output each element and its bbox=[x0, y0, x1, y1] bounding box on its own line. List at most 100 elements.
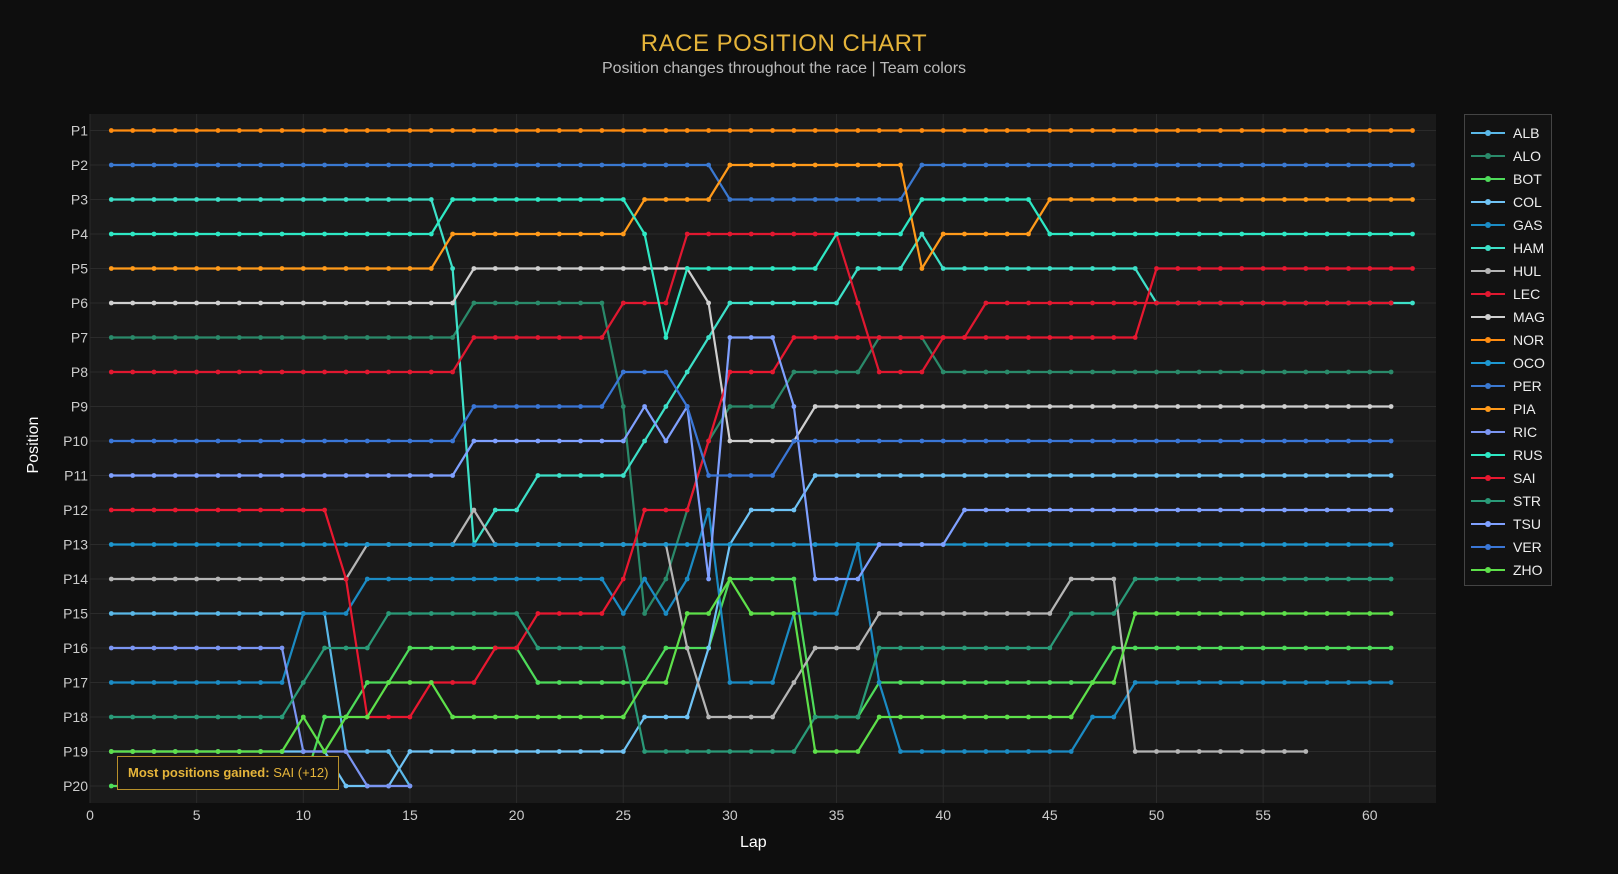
data-point bbox=[1303, 749, 1309, 754]
data-point bbox=[1303, 266, 1309, 271]
data-point bbox=[791, 542, 797, 547]
data-point bbox=[1175, 473, 1181, 478]
legend-item-mag[interactable]: MAG bbox=[1465, 305, 1551, 328]
data-point bbox=[578, 576, 583, 582]
data-point bbox=[471, 404, 477, 409]
data-point bbox=[236, 680, 242, 685]
data-point bbox=[1132, 404, 1138, 409]
data-point bbox=[514, 438, 519, 444]
series-per[interactable] bbox=[108, 162, 1415, 202]
legend-item-sai[interactable]: SAI bbox=[1465, 466, 1551, 489]
legend-item-ric[interactable]: RIC bbox=[1465, 420, 1551, 443]
data-point bbox=[556, 438, 562, 444]
series-oco[interactable] bbox=[108, 542, 1394, 547]
series-tsu[interactable] bbox=[108, 335, 1394, 582]
data-point bbox=[791, 749, 797, 754]
legend-item-alo[interactable]: ALO bbox=[1465, 144, 1551, 167]
data-point bbox=[236, 507, 242, 513]
data-point bbox=[684, 576, 690, 582]
data-point bbox=[535, 438, 541, 444]
legend-item-bot[interactable]: BOT bbox=[1465, 167, 1551, 190]
data-point bbox=[876, 473, 882, 478]
data-point bbox=[322, 714, 327, 720]
data-point bbox=[663, 300, 669, 306]
data-point bbox=[620, 749, 626, 754]
data-point bbox=[1239, 369, 1245, 375]
legend-item-tsu[interactable]: TSU bbox=[1465, 512, 1551, 535]
data-point bbox=[727, 300, 733, 306]
data-point bbox=[215, 266, 221, 271]
data-point bbox=[1068, 369, 1074, 375]
data-point bbox=[599, 611, 605, 616]
y-tick-label: P16 bbox=[63, 640, 88, 656]
data-point bbox=[151, 473, 157, 478]
legend-item-hul[interactable]: HUL bbox=[1465, 259, 1551, 282]
data-point bbox=[108, 473, 114, 478]
data-point bbox=[620, 438, 626, 444]
data-point bbox=[364, 542, 370, 547]
data-point bbox=[535, 680, 541, 685]
legend-item-col[interactable]: COL bbox=[1465, 190, 1551, 213]
data-point bbox=[1154, 507, 1159, 513]
legend[interactable]: ALB ALO BOT COL GAS HAM HUL LEC MAG NOR OCO PER PIA R… bbox=[1464, 114, 1552, 586]
legend-item-str[interactable]: STR bbox=[1465, 489, 1551, 512]
data-point bbox=[108, 507, 114, 513]
data-point bbox=[812, 162, 818, 168]
series-rus[interactable] bbox=[108, 197, 1415, 340]
data-point bbox=[1047, 197, 1053, 202]
data-point bbox=[620, 542, 626, 547]
data-point bbox=[172, 438, 178, 444]
legend-item-nor[interactable]: NOR bbox=[1465, 328, 1551, 351]
data-point bbox=[1175, 369, 1181, 375]
data-point bbox=[151, 438, 157, 444]
data-point bbox=[1111, 162, 1117, 168]
data-point bbox=[642, 266, 647, 271]
legend-item-oco[interactable]: OCO bbox=[1465, 351, 1551, 374]
data-point bbox=[279, 749, 285, 754]
data-point bbox=[386, 749, 391, 754]
legend-item-alb[interactable]: ALB bbox=[1465, 121, 1551, 144]
data-point bbox=[791, 335, 797, 340]
legend-item-rus[interactable]: RUS bbox=[1465, 443, 1551, 466]
series-gas[interactable] bbox=[108, 507, 1394, 754]
data-point bbox=[1196, 542, 1202, 547]
data-point bbox=[215, 162, 221, 168]
data-point bbox=[962, 749, 967, 754]
data-point bbox=[919, 162, 925, 168]
legend-item-ver[interactable]: VER bbox=[1465, 535, 1551, 558]
data-point bbox=[1004, 542, 1010, 547]
series-alo[interactable] bbox=[108, 300, 1394, 616]
series-str[interactable] bbox=[108, 576, 1394, 754]
series-line bbox=[111, 198, 1413, 339]
series-mag[interactable] bbox=[108, 266, 1394, 444]
data-point bbox=[1047, 611, 1053, 616]
series-pia[interactable] bbox=[108, 162, 1415, 271]
legend-swatch bbox=[1471, 334, 1505, 346]
data-point bbox=[727, 714, 733, 720]
data-point bbox=[407, 645, 413, 651]
legend-item-pia[interactable]: PIA bbox=[1465, 397, 1551, 420]
data-point bbox=[194, 714, 200, 720]
data-point bbox=[300, 231, 306, 237]
data-point bbox=[300, 300, 306, 306]
data-point bbox=[812, 749, 818, 754]
data-point bbox=[1239, 266, 1245, 271]
legend-item-gas[interactable]: GAS bbox=[1465, 213, 1551, 236]
data-point bbox=[386, 680, 391, 685]
series-ver[interactable] bbox=[108, 369, 1394, 478]
series-ric[interactable] bbox=[108, 645, 413, 789]
data-point bbox=[300, 335, 306, 340]
legend-item-zho[interactable]: ZHO bbox=[1465, 558, 1551, 581]
data-point bbox=[642, 197, 647, 202]
data-point bbox=[1346, 197, 1351, 202]
data-point bbox=[1324, 473, 1330, 478]
series-nor[interactable] bbox=[108, 128, 1415, 133]
series-zho[interactable] bbox=[108, 576, 1394, 754]
series-sai[interactable] bbox=[108, 266, 1415, 720]
legend-item-lec[interactable]: LEC bbox=[1465, 282, 1551, 305]
legend-item-per[interactable]: PER bbox=[1465, 374, 1551, 397]
data-point bbox=[1068, 300, 1074, 306]
legend-item-ham[interactable]: HAM bbox=[1465, 236, 1551, 259]
data-point bbox=[514, 542, 519, 547]
data-point bbox=[1260, 369, 1266, 375]
